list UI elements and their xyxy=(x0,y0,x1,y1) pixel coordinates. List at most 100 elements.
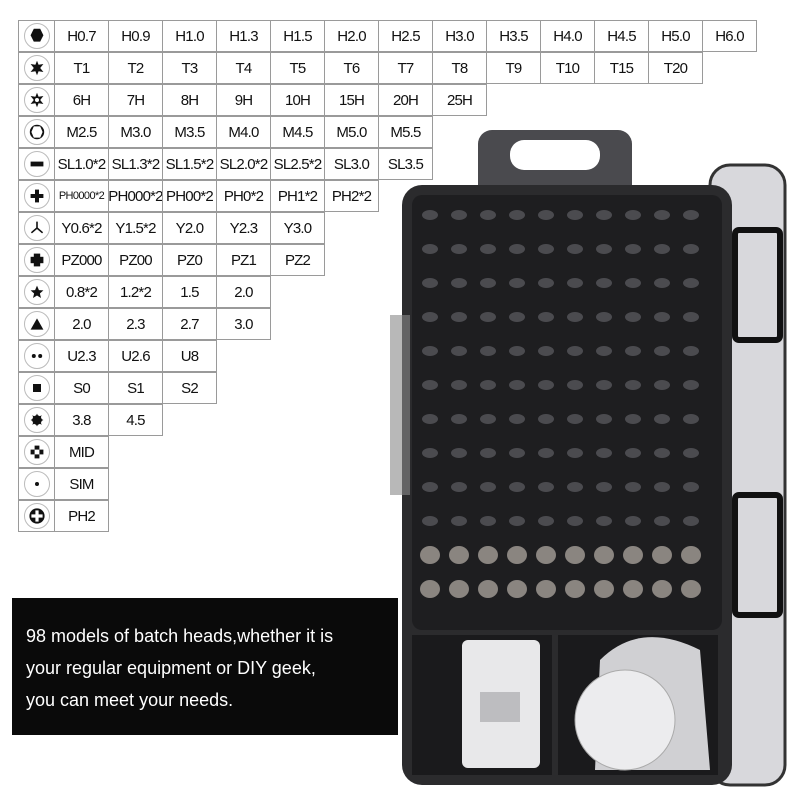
bit xyxy=(567,414,583,424)
bit xyxy=(538,244,554,254)
bit xyxy=(422,482,438,492)
screwdriver-bit-case-image xyxy=(390,130,787,787)
u-type-icon xyxy=(23,343,50,369)
bit xyxy=(509,448,525,458)
bit-size-cell: T2 xyxy=(108,52,163,84)
bit-size-cell: H1.5 xyxy=(270,20,325,52)
sim-pin-icon xyxy=(23,471,50,497)
bit xyxy=(565,580,585,598)
bit xyxy=(422,414,438,424)
bit xyxy=(536,546,556,564)
bit-rows xyxy=(420,210,701,598)
ph2-cross-icon xyxy=(23,503,50,529)
bit-size-cell: PH2*2 xyxy=(324,180,379,212)
pry-picks xyxy=(574,637,710,771)
bit-size-cell: 2.7 xyxy=(162,308,217,340)
bit-size-cell: T1 xyxy=(54,52,109,84)
bit-size-cell: SL1.3*2 xyxy=(108,148,163,180)
caption-line: your regular equipment or DIY geek, xyxy=(26,658,316,678)
bit xyxy=(683,244,699,254)
bit xyxy=(683,448,699,458)
caption-line: you can meet your needs. xyxy=(26,690,234,710)
bit xyxy=(683,380,699,390)
bit-size-cell: SIM xyxy=(54,468,109,500)
bit-type-cell xyxy=(18,404,55,436)
bit xyxy=(538,380,554,390)
gear-star-icon xyxy=(23,407,50,433)
bit xyxy=(451,482,467,492)
demagnetizer xyxy=(462,640,540,768)
spec-row: 3.8 4.5 xyxy=(18,404,756,436)
bit xyxy=(509,482,525,492)
spec-row: U2.3 U2.6 U8 xyxy=(18,340,756,372)
bit xyxy=(567,482,583,492)
bit xyxy=(625,346,641,356)
bit xyxy=(683,210,699,220)
spec-row: PZ000 PZ00 PZ0 PZ1 PZ2 xyxy=(18,244,756,276)
bit xyxy=(451,516,467,526)
bit xyxy=(652,580,672,598)
bit-size-cell: PZ2 xyxy=(270,244,325,276)
bit xyxy=(451,312,467,322)
bit-size-cell: H2.0 xyxy=(324,20,379,52)
bit xyxy=(567,380,583,390)
bit-type-cell xyxy=(18,244,55,276)
bit-size-cell: PH0000*2 xyxy=(54,180,109,212)
bit xyxy=(654,448,670,458)
bit-size-cell: T7 xyxy=(378,52,433,84)
bit-size-cell: 2.0 xyxy=(216,276,271,308)
caption-box: 98 models of batch heads,whether it is y… xyxy=(12,598,398,735)
bit-size-cell: H4.5 xyxy=(594,20,649,52)
bit xyxy=(451,448,467,458)
bit xyxy=(422,244,438,254)
bit xyxy=(654,210,670,220)
bit-size-cell: M5.0 xyxy=(324,116,379,148)
bit xyxy=(683,278,699,288)
bit xyxy=(536,580,556,598)
bit-size-cell: PH2 xyxy=(54,500,109,532)
bit-size-cell: H4.0 xyxy=(540,20,595,52)
bit xyxy=(596,380,612,390)
bit xyxy=(567,244,583,254)
bit-size-cell: 20H xyxy=(378,84,433,116)
hex-icon xyxy=(23,23,50,49)
bit-size-cell: 1.2*2 xyxy=(108,276,163,308)
bit-size-cell: Y3.0 xyxy=(270,212,325,244)
bit-size-cell: H5.0 xyxy=(648,20,703,52)
bit xyxy=(596,312,612,322)
bit xyxy=(538,210,554,220)
bit xyxy=(480,312,496,322)
bit xyxy=(654,516,670,526)
bit xyxy=(652,546,672,564)
bit-size-cell: 7H xyxy=(108,84,163,116)
bit-size-cell: 3.8 xyxy=(54,404,109,436)
mid-cross-icon xyxy=(23,439,50,465)
spec-row: S0 S1 S2 xyxy=(18,372,756,404)
bit-size-cell: 9H xyxy=(216,84,271,116)
bit xyxy=(596,414,612,424)
bit xyxy=(625,414,641,424)
bit xyxy=(623,580,643,598)
bit-size-cell: SL1.5*2 xyxy=(162,148,217,180)
bit xyxy=(422,448,438,458)
bit-size-cell: 0.8*2 xyxy=(54,276,109,308)
bit xyxy=(420,546,440,564)
bit xyxy=(480,380,496,390)
bit xyxy=(507,546,527,564)
bit-size-cell: PZ0 xyxy=(162,244,217,276)
bit-size-cell: Y1.5*2 xyxy=(108,212,163,244)
bit-size-cell: SL3.0 xyxy=(324,148,379,180)
bit xyxy=(538,482,554,492)
bit-size-cell: S0 xyxy=(54,372,109,404)
bit xyxy=(449,546,469,564)
bit xyxy=(567,346,583,356)
bit xyxy=(625,278,641,288)
bit-size-cell: 4.5 xyxy=(108,404,163,436)
bit-size-cell: H1.3 xyxy=(216,20,271,52)
bit xyxy=(480,346,496,356)
tri-wing-icon xyxy=(23,215,50,241)
bit-size-cell: M3.5 xyxy=(162,116,217,148)
bit-type-cell xyxy=(18,116,55,148)
bit xyxy=(509,414,525,424)
bit-type-cell xyxy=(18,52,55,84)
